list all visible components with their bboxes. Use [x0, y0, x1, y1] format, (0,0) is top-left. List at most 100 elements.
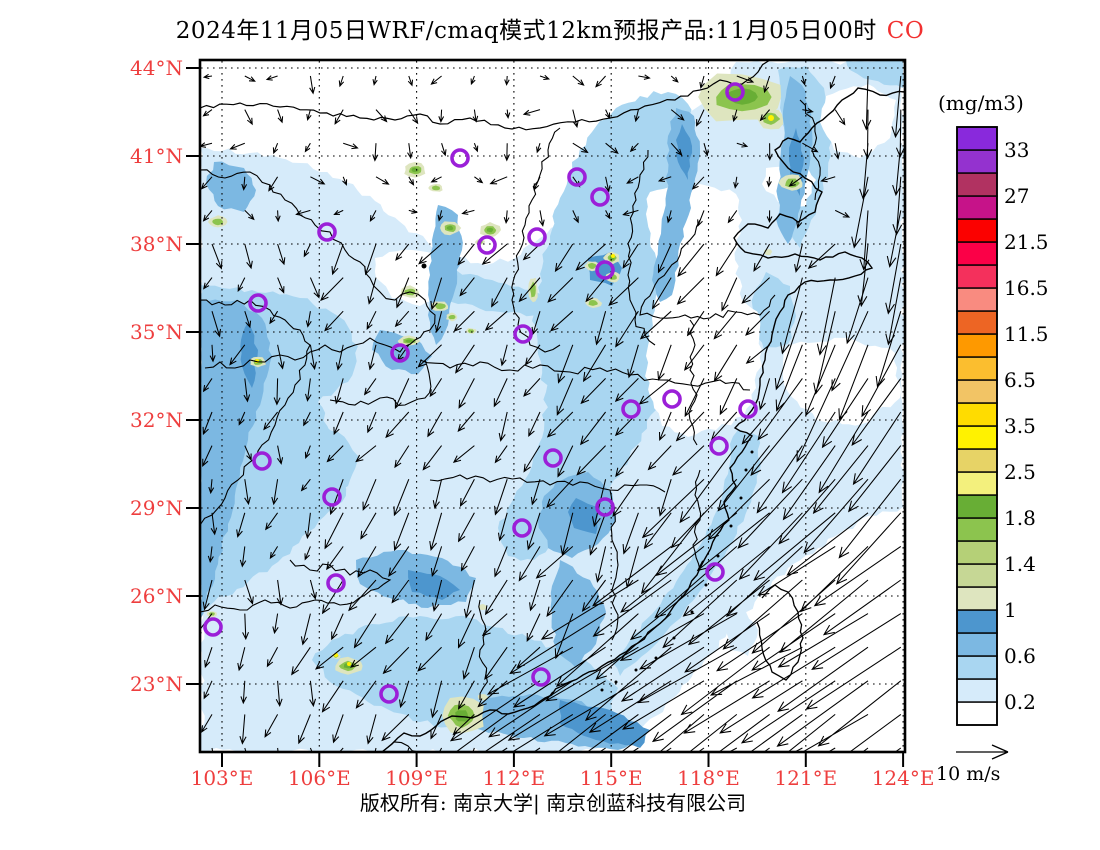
island-dot	[744, 468, 748, 472]
border-path	[799, 99, 821, 201]
legend-swatch	[956, 218, 998, 243]
hotspot-blob	[446, 225, 454, 231]
legend-swatch	[956, 402, 998, 427]
map-frame	[198, 58, 907, 754]
lat-label: 44°N	[130, 56, 183, 80]
legend-swatch	[956, 195, 998, 220]
title-text: 2024年11月05日WRF/cmaq模式12km预报产品:11月05日00时	[175, 18, 877, 44]
hotspot-blob	[530, 281, 536, 298]
border-path	[756, 584, 804, 681]
legend-swatch	[956, 241, 998, 266]
legend-tick-label: 27	[1004, 184, 1029, 208]
border-path	[382, 741, 417, 751]
lon-label: 112°E	[483, 766, 546, 790]
legend-tick-label: 33	[1004, 138, 1029, 162]
border-path	[382, 87, 904, 751]
title-pollutant: CO	[886, 18, 925, 44]
shade-blob	[846, 61, 904, 88]
legend-swatch	[956, 287, 998, 312]
station-marker	[203, 617, 223, 637]
station-marker	[621, 399, 641, 419]
station-marker	[709, 436, 729, 456]
station-marker	[326, 573, 346, 593]
legend-swatch	[956, 632, 998, 657]
lon-label: 118°E	[677, 766, 740, 790]
legend-swatch	[956, 517, 998, 542]
copyright-text: 版权所有: 南京大学| 南京创蓝科技有限公司	[359, 791, 747, 815]
legend-tick-label: 0.6	[1004, 644, 1036, 668]
station-marker	[390, 343, 410, 363]
border-path	[201, 559, 392, 613]
shade-blob	[550, 560, 606, 668]
lon-label: 106°E	[288, 766, 351, 790]
lon-label: 121°E	[774, 766, 837, 790]
shade-blob	[676, 124, 693, 180]
legend-swatch	[956, 701, 998, 726]
coastline-and-borders	[201, 61, 904, 751]
legend-tick-label: 3.5	[1004, 414, 1036, 438]
co-concentration-shading	[201, 61, 904, 751]
station-marker	[725, 82, 745, 102]
hotspot-peak	[768, 115, 774, 121]
legend-frame	[956, 126, 998, 726]
station-marker	[317, 222, 337, 242]
border-path	[627, 149, 656, 346]
legend-tick-label: 11.5	[1004, 322, 1049, 346]
legend-swatch	[956, 586, 998, 611]
lat-label: 32°N	[130, 408, 183, 432]
station-marker	[595, 260, 615, 280]
station-marker	[513, 324, 533, 344]
wind-scale-arrow-icon	[956, 744, 1009, 760]
legend-swatch	[956, 356, 998, 381]
island-dot	[634, 668, 638, 672]
shade-blob	[751, 272, 796, 350]
wind-scale-label: 10 m/s	[936, 763, 1000, 785]
legend-swatch	[956, 333, 998, 358]
shade-blob	[612, 430, 761, 676]
station-marker	[662, 389, 682, 409]
station-marker	[379, 684, 399, 704]
hotspot-blob	[448, 315, 456, 320]
hotspot-blob	[588, 300, 598, 306]
lon-label: 115°E	[580, 766, 643, 790]
station-marker	[531, 667, 551, 687]
legend-tick-label: 21.5	[1004, 230, 1049, 254]
wind-scale-reference: 10 m/s	[936, 744, 1009, 785]
border-path	[201, 169, 436, 369]
lon-label: 109°E	[385, 766, 448, 790]
legend-swatch	[956, 126, 998, 151]
legend-unit-label: (mg/m3)	[938, 91, 1024, 115]
island-dot	[690, 610, 694, 614]
legend-tick-label: 1	[1004, 598, 1017, 622]
island-dot	[750, 450, 754, 454]
legend-tick-label: 1.4	[1004, 552, 1036, 576]
shade-blob	[568, 498, 600, 534]
island-dot	[739, 496, 743, 500]
lat-label: 41°N	[130, 144, 183, 168]
legend-swatch	[956, 540, 998, 565]
legend-tick-label: 1.8	[1004, 506, 1036, 530]
legend-swatch	[956, 172, 998, 197]
border-path	[201, 61, 770, 131]
legend-tick-label: 16.5	[1004, 276, 1049, 300]
lake-dot	[421, 263, 427, 269]
shade-blob	[726, 612, 758, 656]
station-marker	[252, 451, 272, 471]
legend-swatch	[956, 678, 998, 703]
station-marker	[738, 399, 758, 419]
legend-swatch	[956, 379, 998, 404]
legend-swatch	[956, 448, 998, 473]
legend-swatch	[956, 264, 998, 289]
station-marker	[543, 448, 563, 468]
hotspot-peak	[347, 662, 351, 666]
station-marker	[590, 187, 610, 207]
station-marker	[248, 293, 268, 313]
shade-blob	[559, 700, 650, 748]
axis-labels: 44°N 41°N 38°N 35°N 32°N 29°N 26°N 23°N 103°E 106…	[130, 56, 934, 790]
legend-swatch	[956, 471, 998, 496]
island-dot	[654, 656, 658, 660]
hotspot-blob	[405, 339, 413, 343]
station-marker	[567, 167, 587, 187]
